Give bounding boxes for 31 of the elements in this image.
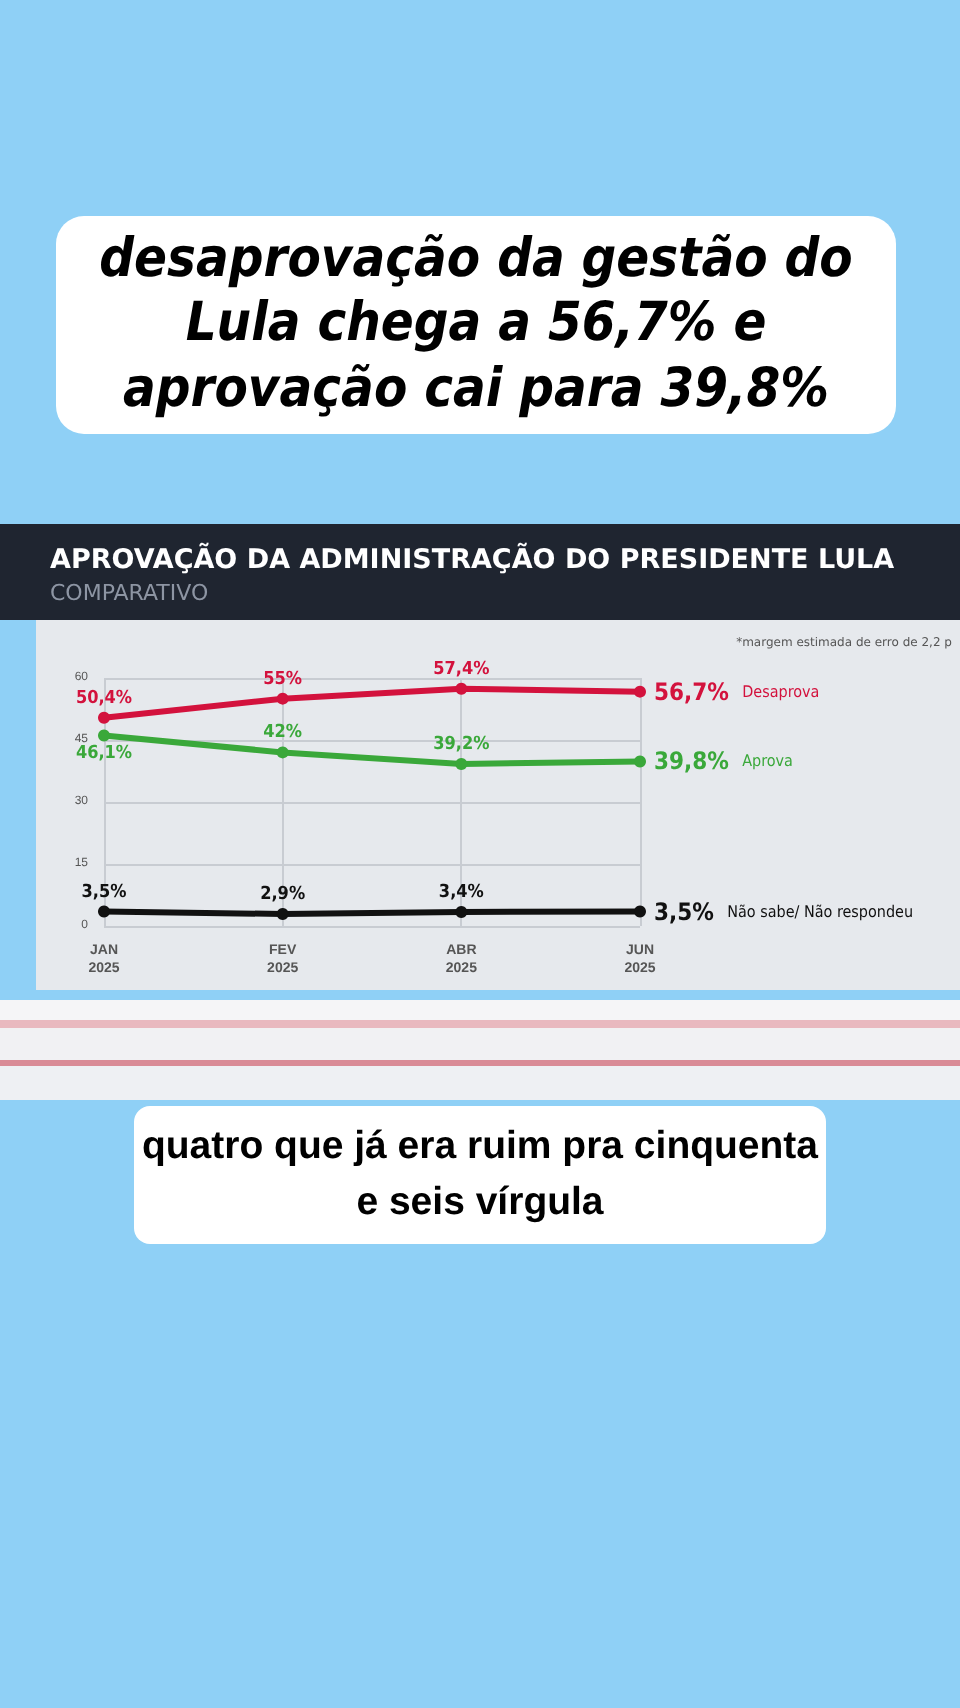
point <box>634 905 646 918</box>
text: quatro que já era ruim pra cinquenta e seis vírgula <box>134 1106 826 1244</box>
chart-title: APROVAÇÃO DA ADMINISTRAÇÃO DO PRESIDENTE LULA <box>50 544 895 576</box>
data-label: 56,7% <box>654 677 730 706</box>
point <box>98 905 110 918</box>
point <box>455 905 468 918</box>
point <box>98 729 110 742</box>
text: Não sabe/ Não respondeu <box>727 902 913 921</box>
chart-subtitle: COMPARATIVO <box>50 580 209 606</box>
data-label: 50,4% <box>75 688 133 709</box>
data-label: 57,4% <box>433 659 490 680</box>
point <box>634 685 646 698</box>
data-label: 3,5% <box>654 897 715 926</box>
text: desaprovação da gestão do Lula chega a 56,7% e aprovação cai para 39,8% <box>56 216 896 435</box>
data-label: 55% <box>263 669 303 690</box>
data-label: 3,5% <box>81 882 127 903</box>
point <box>276 908 289 921</box>
data-label: 42% <box>263 723 303 744</box>
data-label: 3,4% <box>438 882 484 903</box>
data-label: 2,9% <box>260 885 306 906</box>
data-label: 39,8% <box>654 747 730 776</box>
point <box>98 711 110 724</box>
point <box>455 682 468 695</box>
point <box>455 757 468 770</box>
text: Desaprova <box>742 682 820 701</box>
data-label: 46,1% <box>75 744 133 765</box>
point <box>634 755 646 768</box>
point <box>276 692 289 705</box>
point <box>276 746 289 759</box>
text: Aprova <box>742 752 793 771</box>
data-label: 39,2% <box>433 734 490 755</box>
